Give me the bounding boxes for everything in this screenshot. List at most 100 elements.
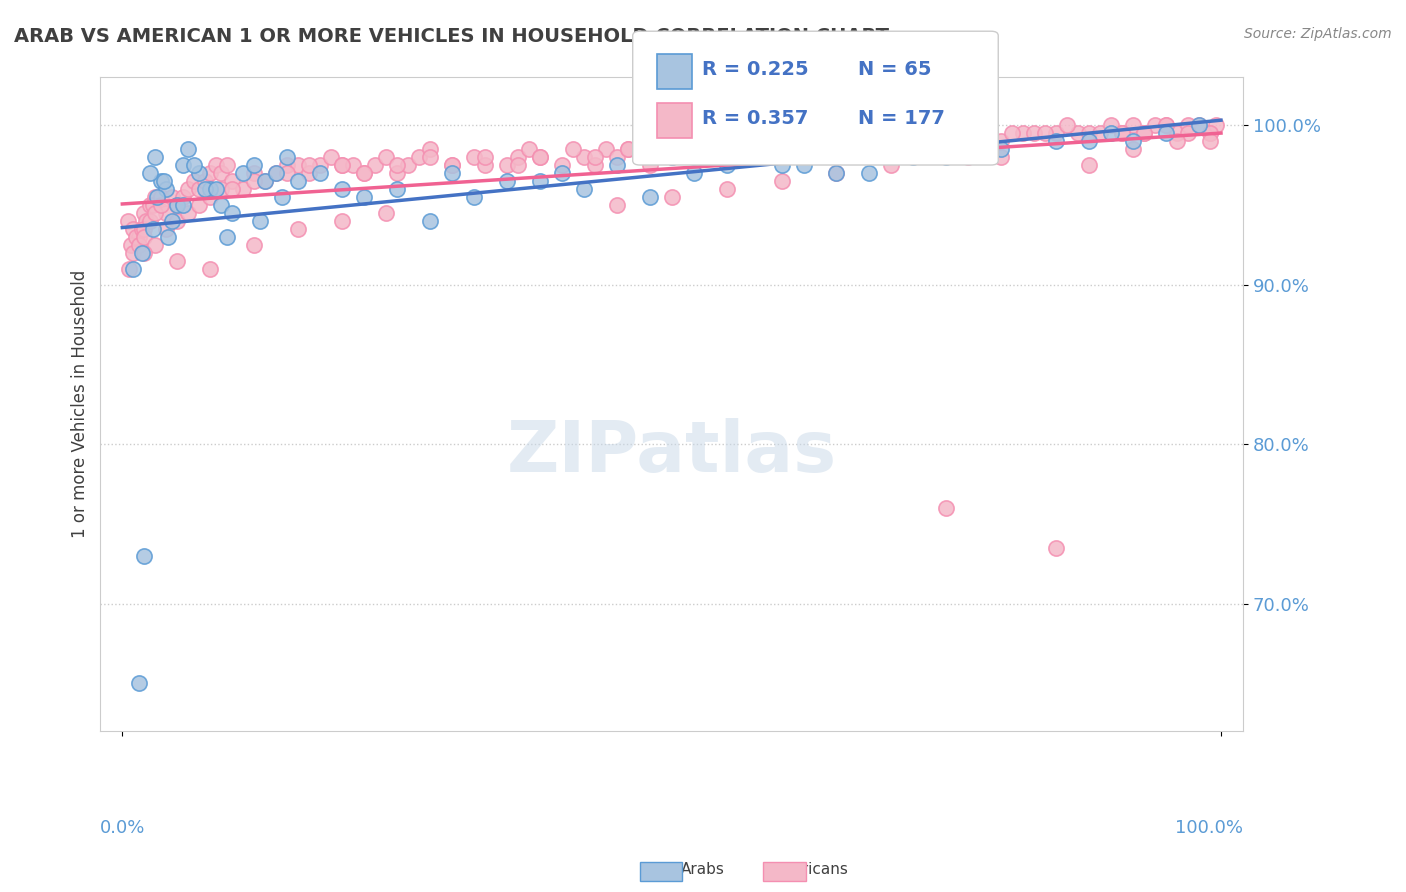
Point <box>529 150 551 164</box>
Text: 0.0%: 0.0% <box>100 819 146 837</box>
Point <box>1045 134 1067 148</box>
Point <box>935 134 957 148</box>
Point <box>1144 118 1167 132</box>
Point <box>200 182 222 196</box>
Point <box>149 190 172 204</box>
Point <box>142 198 165 212</box>
Point <box>727 134 749 148</box>
Point <box>221 182 243 196</box>
Point <box>606 158 628 172</box>
Point <box>1056 118 1078 132</box>
Point <box>1088 126 1111 140</box>
Point <box>155 206 177 220</box>
Point <box>243 174 266 188</box>
Point <box>131 245 153 260</box>
Point <box>188 198 211 212</box>
Point <box>517 142 540 156</box>
Point <box>638 158 661 172</box>
Point <box>638 190 661 204</box>
Point <box>792 158 814 172</box>
Point <box>200 166 222 180</box>
Point <box>1033 126 1056 140</box>
Point <box>139 198 162 212</box>
Point <box>276 158 298 172</box>
Point <box>221 174 243 188</box>
Point <box>716 158 738 172</box>
Text: Americans: Americans <box>768 863 849 877</box>
Point <box>319 150 342 164</box>
Point <box>1012 126 1035 140</box>
Text: ARAB VS AMERICAN 1 OR MORE VEHICLES IN HOUSEHOLD CORRELATION CHART: ARAB VS AMERICAN 1 OR MORE VEHICLES IN H… <box>14 27 889 45</box>
Point <box>364 158 387 172</box>
Point <box>572 182 595 196</box>
Point <box>814 134 837 148</box>
Point <box>1154 118 1177 132</box>
Point <box>183 174 205 188</box>
Point <box>254 174 277 188</box>
Point <box>128 676 150 690</box>
Point <box>990 134 1012 148</box>
Point <box>166 198 188 212</box>
Point <box>463 190 485 204</box>
Point <box>495 174 517 188</box>
Point <box>551 158 574 172</box>
Point <box>880 142 903 156</box>
Point <box>134 222 156 236</box>
Point <box>243 238 266 252</box>
Point <box>583 158 606 172</box>
Point <box>869 126 891 140</box>
Point <box>408 150 430 164</box>
Point <box>149 174 172 188</box>
Point <box>935 500 957 515</box>
Point <box>221 206 243 220</box>
Point <box>969 126 991 140</box>
Point <box>330 158 353 172</box>
Point <box>506 158 529 172</box>
Point <box>759 142 782 156</box>
Point <box>1199 126 1222 140</box>
Point <box>204 158 226 172</box>
Point <box>880 158 903 172</box>
Point <box>287 174 309 188</box>
Point <box>183 158 205 172</box>
Point <box>1024 126 1046 140</box>
Point <box>1177 126 1199 140</box>
Point <box>142 222 165 236</box>
Point <box>155 222 177 236</box>
Point <box>134 230 156 244</box>
Point <box>957 150 980 164</box>
Point <box>166 253 188 268</box>
Point <box>298 158 321 172</box>
Point <box>120 238 142 252</box>
Point <box>529 174 551 188</box>
Point <box>1099 118 1122 132</box>
Point <box>353 166 375 180</box>
Point <box>209 182 232 196</box>
Point <box>825 142 848 156</box>
Point <box>287 222 309 236</box>
Point <box>903 150 925 164</box>
Point <box>1166 126 1188 140</box>
Point <box>1122 142 1144 156</box>
Point <box>143 206 166 220</box>
Point <box>1122 118 1144 132</box>
Point <box>153 174 176 188</box>
Point <box>440 158 463 172</box>
Point <box>122 245 145 260</box>
Point <box>309 158 332 172</box>
Point <box>194 182 217 196</box>
Point <box>396 158 419 172</box>
Point <box>215 230 238 244</box>
Point <box>474 158 496 172</box>
Point <box>661 150 683 164</box>
Text: N = 177: N = 177 <box>858 109 945 128</box>
Point <box>440 166 463 180</box>
Text: ZIPatlas: ZIPatlas <box>506 417 837 487</box>
Point <box>474 150 496 164</box>
Point <box>924 126 946 140</box>
Point <box>903 126 925 140</box>
Point <box>1154 118 1177 132</box>
Point <box>1188 118 1211 132</box>
Point <box>143 150 166 164</box>
Point <box>770 158 793 172</box>
